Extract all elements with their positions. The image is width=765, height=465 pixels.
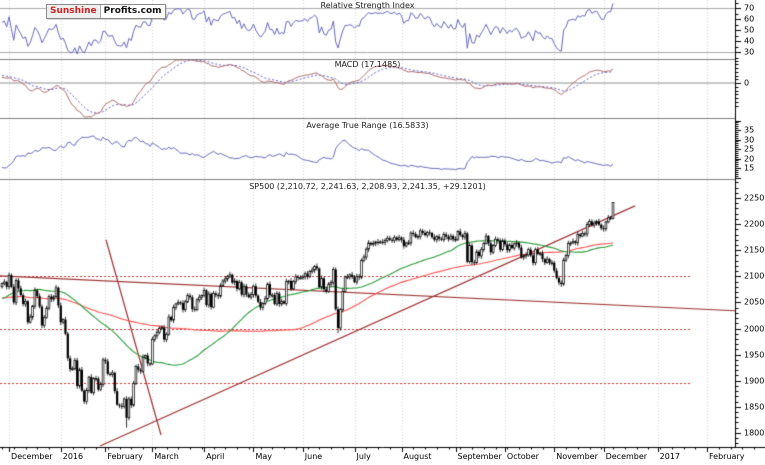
price-axis-label: 2200 bbox=[744, 219, 765, 229]
x-axis-label: June bbox=[304, 452, 323, 461]
x-axis-label: September bbox=[457, 452, 502, 461]
x-axis-label: October bbox=[506, 452, 539, 461]
x-axis-label: February bbox=[107, 452, 143, 461]
price-panel-title: SP500 (2,210.72, 2,241.63, 2,208.93, 2,2… bbox=[249, 182, 486, 191]
price-axis-label: 2000 bbox=[744, 324, 765, 333]
x-axis-label: March bbox=[154, 452, 179, 461]
x-axis-label: May bbox=[255, 452, 272, 461]
price-axis-label: 2100 bbox=[744, 271, 765, 281]
price-axis-label: 2050 bbox=[744, 297, 765, 307]
atr-axis-label: 35 bbox=[744, 125, 755, 135]
x-axis-label: July bbox=[356, 452, 371, 461]
atr-axis-label: 15 bbox=[744, 163, 755, 173]
price-axis-label: 1850 bbox=[744, 402, 765, 412]
price-axis-label: 1900 bbox=[744, 376, 765, 386]
rsi-axis-label: 30 bbox=[744, 47, 755, 57]
atr-panel-title: Average True Range (16.5833) bbox=[306, 121, 429, 130]
price-axis-label: 1950 bbox=[744, 350, 765, 360]
rsi-axis-label: 50 bbox=[744, 25, 755, 35]
price-axis-label: 2250 bbox=[744, 193, 765, 203]
rsi-axis-label: 60 bbox=[744, 14, 755, 24]
price-axis-label: 1800 bbox=[744, 428, 765, 438]
rsi-axis-label: 70 bbox=[744, 3, 755, 13]
logo[interactable]: Sunshine Profits.com bbox=[46, 4, 166, 19]
rsi-panel-title: Relative Strength Index bbox=[320, 1, 415, 10]
x-axis-label: December bbox=[11, 452, 53, 461]
atr-axis-label: 30 bbox=[744, 135, 755, 144]
x-axis-label: December bbox=[605, 452, 648, 461]
x-axis-label: April bbox=[206, 452, 225, 461]
x-axis-label: August bbox=[403, 452, 432, 461]
x-axis-label: 2016 bbox=[62, 452, 84, 461]
rsi-axis-label: 40 bbox=[744, 36, 755, 46]
price-axis-label: 2150 bbox=[744, 245, 765, 255]
macd-axis-label: 0 bbox=[744, 78, 750, 88]
logo-suffix: Profits.com bbox=[99, 5, 165, 18]
x-axis-label: November bbox=[556, 452, 598, 461]
x-axis-label: February bbox=[709, 452, 745, 461]
x-axis-label: 2017 bbox=[659, 452, 680, 461]
macd-panel-title: MACD (17.1485) bbox=[334, 60, 401, 69]
atr-axis-label: 20 bbox=[744, 154, 755, 163]
logo-brand: Sunshine bbox=[47, 5, 100, 18]
atr-axis-label: 25 bbox=[744, 144, 755, 154]
